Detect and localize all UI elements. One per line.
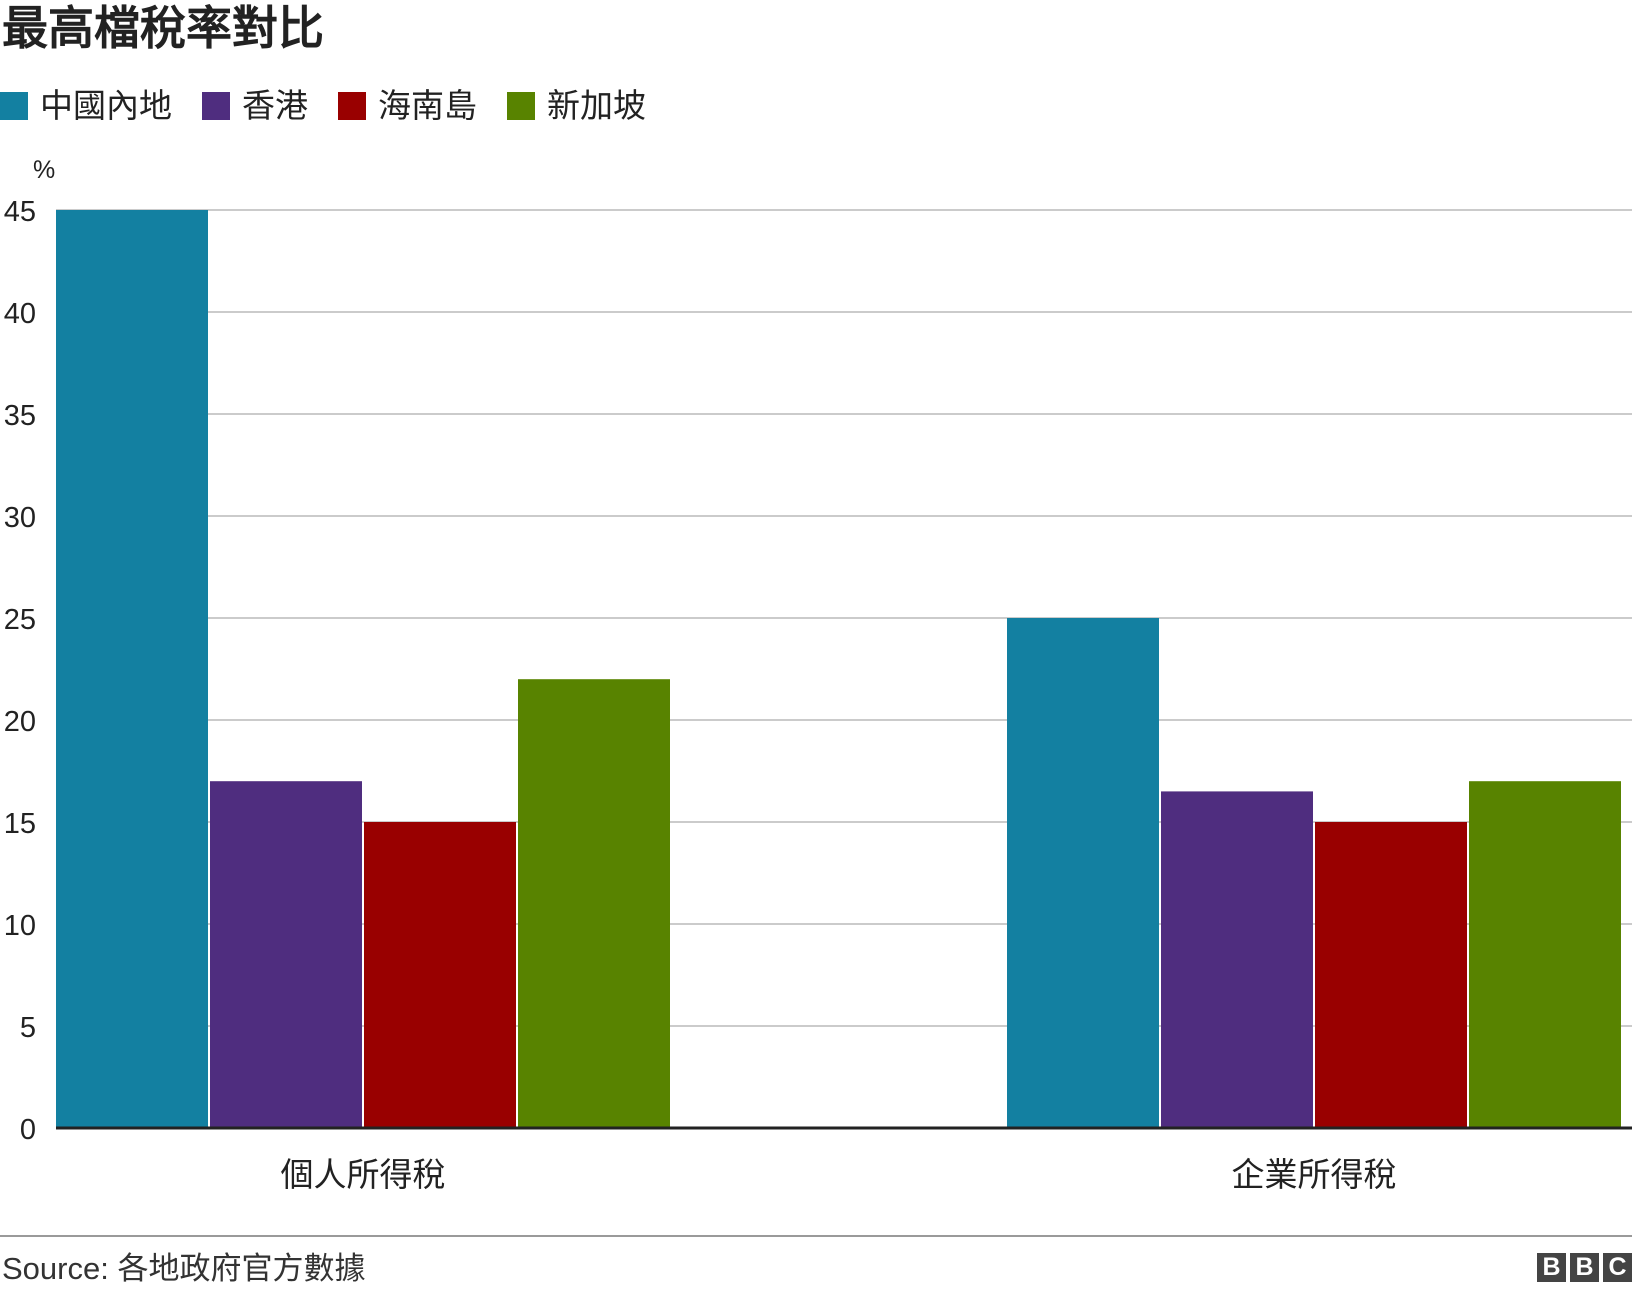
x-tick-label: 個人所得稅 [281,1156,446,1193]
chart-title: 最高檔稅率對比 [2,2,324,54]
legend-label: 香港 [242,87,308,124]
legend-swatch [507,92,535,120]
bar [1007,618,1159,1128]
y-axis-unit-label: % [33,156,55,184]
y-tick-label: 15 [4,808,36,840]
y-tick-label: 30 [4,502,36,534]
bbc-logo: B B C [1533,1253,1632,1282]
bar [210,781,362,1128]
bar [518,679,670,1128]
legend-item: 中國內地 [0,86,172,126]
y-tick-label: 10 [4,910,36,942]
y-tick-label: 35 [4,400,36,432]
bbc-logo-letter: C [1603,1253,1632,1282]
source-text: Source: 各地政府官方數據 [2,1251,366,1286]
legend-swatch [338,92,366,120]
bar [56,210,208,1128]
y-tick-label: 5 [20,1012,36,1044]
legend-swatch [202,92,230,120]
y-tick-label: 0 [20,1114,36,1146]
bar [1469,781,1621,1128]
bbc-logo-letter: B [1537,1253,1566,1282]
y-tick-label: 45 [4,196,36,228]
y-tick-label: 40 [4,298,36,330]
legend-swatch [0,92,28,120]
bbc-logo-letter: B [1570,1253,1599,1282]
bar [364,822,516,1128]
legend-item: 香港 [202,86,308,126]
y-tick-label: 25 [4,604,36,636]
footer-divider [0,1235,1632,1237]
legend-label: 新加坡 [547,87,646,124]
legend-label: 中國內地 [40,87,172,124]
legend-item: 海南島 [338,86,477,126]
bar [1315,822,1467,1128]
legend-item: 新加坡 [507,86,646,126]
legend: 中國內地 香港 海南島 新加坡 [0,84,676,128]
bar [1161,791,1313,1128]
x-tick-label: 企業所得稅 [1232,1156,1397,1193]
bar-chart: 個人所得稅 企業所得稅 0 5 10 15 20 25 30 35 40 45% [4,156,1632,1193]
y-tick-label: 20 [4,706,36,738]
legend-label: 海南島 [378,87,477,124]
